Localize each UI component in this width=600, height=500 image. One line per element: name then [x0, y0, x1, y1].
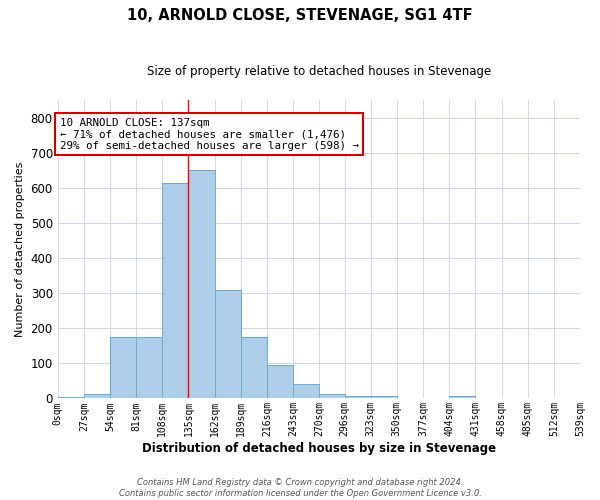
Bar: [188, 170, 215, 398]
Bar: [293, 384, 319, 398]
Bar: [84, 394, 110, 398]
Bar: [215, 290, 241, 399]
Text: Contains HM Land Registry data © Crown copyright and database right 2024.
Contai: Contains HM Land Registry data © Crown c…: [119, 478, 481, 498]
X-axis label: Distribution of detached houses by size in Stevenage: Distribution of detached houses by size …: [142, 442, 496, 455]
Bar: [136, 337, 163, 398]
Bar: [319, 394, 346, 398]
Bar: [241, 337, 267, 398]
Bar: [371, 396, 397, 398]
Bar: [344, 396, 371, 398]
Bar: [110, 337, 136, 398]
Bar: [449, 396, 475, 398]
Bar: [58, 396, 84, 398]
Bar: [163, 182, 188, 398]
Title: Size of property relative to detached houses in Stevenage: Size of property relative to detached ho…: [147, 65, 491, 78]
Text: 10 ARNOLD CLOSE: 137sqm
← 71% of detached houses are smaller (1,476)
29% of semi: 10 ARNOLD CLOSE: 137sqm ← 71% of detache…: [59, 118, 359, 151]
Bar: [267, 365, 293, 398]
Y-axis label: Number of detached properties: Number of detached properties: [15, 162, 25, 337]
Text: 10, ARNOLD CLOSE, STEVENAGE, SG1 4TF: 10, ARNOLD CLOSE, STEVENAGE, SG1 4TF: [127, 8, 473, 22]
